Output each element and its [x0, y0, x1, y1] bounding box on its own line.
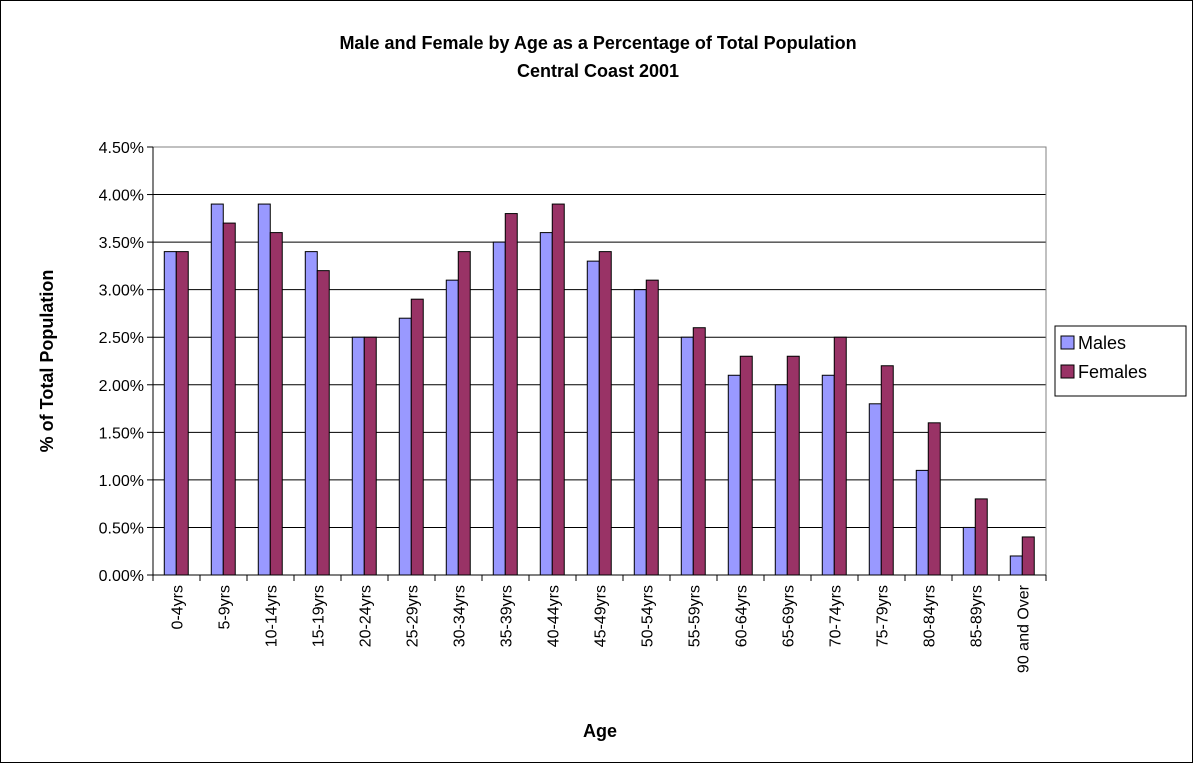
- chart-title: Male and Female by Age as a Percentage o…: [339, 33, 856, 53]
- bar-females-80-84yrs: [927, 422, 941, 576]
- x-tick-label: 0-4yrs: [170, 585, 187, 629]
- x-tick-label: 65-69yrs: [781, 585, 798, 647]
- y-tick-label: 4.50%: [99, 140, 144, 157]
- x-tick-label: 35-39yrs: [499, 585, 516, 647]
- x-tick-label: 90 and Over: [1016, 584, 1033, 673]
- bar-males-90-and-over: [1009, 555, 1023, 576]
- bar-females-85-89yrs: [974, 498, 988, 576]
- legend-swatch-females: [1060, 364, 1075, 379]
- bar-males-5-9yrs: [210, 203, 224, 576]
- bar-females-50-54yrs: [645, 279, 659, 576]
- bar-males-25-29yrs: [398, 317, 412, 576]
- bar-males-50-54yrs: [633, 289, 647, 576]
- x-tick-label: 20-24yrs: [358, 585, 375, 647]
- bar-males-30-34yrs: [445, 279, 459, 576]
- legend-label-males: Males: [1078, 333, 1126, 353]
- bar-males-65-69yrs: [774, 384, 788, 576]
- x-tick-label: 45-49yrs: [593, 585, 610, 647]
- bar-females-60-64yrs: [739, 355, 753, 576]
- bar-males-40-44yrs: [539, 232, 553, 576]
- bar-males-35-39yrs: [492, 241, 506, 576]
- x-tick-label: 85-89yrs: [969, 585, 986, 647]
- bar-males-75-79yrs: [868, 403, 882, 576]
- x-tick-label: 70-74yrs: [828, 585, 845, 647]
- bar-females-20-24yrs: [363, 336, 377, 576]
- bar-females-90-and-over: [1021, 536, 1035, 576]
- bar-males-70-74yrs: [821, 374, 835, 576]
- bar-females-10-14yrs: [269, 232, 283, 576]
- x-tick-label: 50-54yrs: [640, 585, 657, 647]
- legend-swatch-males: [1060, 335, 1075, 350]
- legend-box: [1054, 325, 1187, 397]
- bar-females-5-9yrs: [222, 222, 236, 576]
- bar-males-45-49yrs: [586, 260, 600, 576]
- y-tick-label: 1.00%: [99, 473, 144, 490]
- y-tick-label: 0.50%: [99, 520, 144, 537]
- x-tick-label: 55-59yrs: [687, 585, 704, 647]
- bar-females-75-79yrs: [880, 365, 894, 576]
- bar-males-0-4yrs: [163, 251, 177, 576]
- bar-females-45-49yrs: [598, 251, 612, 576]
- y-tick-label: 2.50%: [99, 330, 144, 347]
- x-tick-label: 80-84yrs: [922, 585, 939, 647]
- x-tick-label: 5-9yrs: [217, 585, 234, 629]
- x-tick-label: 10-14yrs: [264, 585, 281, 647]
- x-tick-label: 75-79yrs: [875, 585, 892, 647]
- bar-males-80-84yrs: [915, 469, 929, 576]
- bar-females-25-29yrs: [410, 298, 424, 576]
- y-tick-label: 3.00%: [99, 283, 144, 300]
- x-tick-label: 15-19yrs: [311, 585, 328, 647]
- bar-males-55-59yrs: [680, 336, 694, 576]
- legend-label-females: Females: [1078, 362, 1147, 382]
- bar-females-70-74yrs: [833, 336, 847, 576]
- bar-females-35-39yrs: [504, 213, 518, 576]
- bar-males-85-89yrs: [962, 526, 976, 576]
- bars: [163, 203, 1035, 576]
- bar-males-20-24yrs: [351, 336, 365, 576]
- y-tick-label: 1.50%: [99, 425, 144, 442]
- bar-females-0-4yrs: [175, 251, 189, 576]
- bar-males-15-19yrs: [304, 251, 318, 576]
- bar-females-65-69yrs: [786, 355, 800, 576]
- legend: Males Females: [1054, 325, 1187, 397]
- y-tick-label: 4.00%: [99, 188, 144, 205]
- x-tick-label: 25-29yrs: [405, 585, 422, 647]
- chart-subtitle: Central Coast 2001: [517, 61, 679, 81]
- axes: [152, 147, 1046, 576]
- bar-males-10-14yrs: [257, 203, 271, 576]
- y-axis-ticks: 0.00% 0.50% 1.00% 1.50% 2.00% 2.50% 3.00% 3.50%…: [99, 140, 153, 585]
- bar-females-15-19yrs: [316, 270, 330, 576]
- bar-females-30-34yrs: [457, 251, 471, 576]
- bar-females-55-59yrs: [692, 327, 706, 576]
- x-tick-label: 60-64yrs: [734, 585, 751, 647]
- y-axis-title: % of Total Population: [37, 270, 57, 453]
- x-tick-label: 30-34yrs: [452, 585, 469, 647]
- bar-males-60-64yrs: [727, 374, 741, 576]
- y-tick-label: 2.00%: [99, 378, 144, 395]
- y-tick-label: 0.00%: [99, 568, 144, 585]
- x-axis-ticks: 0-4yrs 5-9yrs 10-14yrs 15-19yrs 20-24yrs 25-2…: [152, 575, 1047, 673]
- x-axis-title: Age: [583, 721, 617, 741]
- bar-females-40-44yrs: [551, 203, 565, 576]
- x-tick-label: 40-44yrs: [546, 585, 563, 647]
- y-tick-label: 3.50%: [99, 235, 144, 252]
